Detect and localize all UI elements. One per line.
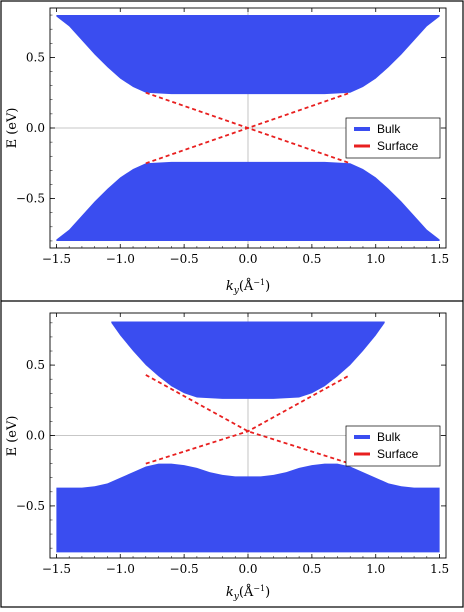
x-tick-label: 0.5 [302, 252, 321, 266]
y-tick-label: −0.5 [16, 192, 45, 206]
surface-state-line-2 [145, 374, 351, 465]
x-tick-label: 0.0 [238, 562, 257, 576]
legend-bottom: Bulk Surface [345, 425, 441, 467]
y-tick-label: 0.5 [26, 358, 45, 372]
bulk-lower-band [56, 161, 440, 241]
y-tick-label: 0.0 [26, 121, 45, 135]
x-tick-label: −1.5 [42, 252, 71, 266]
x-tick-label: 1.0 [366, 562, 385, 576]
bulk-upper-band [111, 321, 385, 399]
x-tick-label: 0.5 [302, 562, 321, 576]
bulk-upper-band [56, 15, 440, 95]
x-tick-label: 1.5 [430, 562, 449, 576]
x-tick-label: 0.0 [238, 252, 257, 266]
bulk-lower-band [56, 463, 440, 553]
surface-state-line-1 [145, 374, 351, 465]
legend-top: Bulk Surface [345, 117, 441, 159]
legend-label-surface-top: Surface [377, 139, 419, 153]
y-tick-label: −0.5 [16, 499, 45, 513]
surface-state-line-2 [145, 91, 351, 165]
legend-box-bottom [345, 425, 441, 467]
legend-label-bulk-top: Bulk [377, 122, 401, 136]
x-tick-label: −1.0 [106, 562, 135, 576]
x-tick-label: −0.5 [170, 252, 199, 266]
x-tick-label: −0.5 [170, 562, 199, 576]
bottom-panel: −1.5 −1.0 −0.5 0.0 0.5 1.0 1.5 0.5 0.0 −0.5 E (eV… [5, 312, 449, 602]
legend-box-top [345, 117, 441, 159]
x-axis-label-bottom: ky(Å−1) [226, 584, 270, 602]
x-tick-label: −1.0 [106, 252, 135, 266]
x-tick-label: 1.5 [430, 252, 449, 266]
x-tick-label: −1.5 [42, 562, 71, 576]
x-tick-label: 1.0 [366, 252, 385, 266]
y-axis-label-top: E (eV) [5, 108, 20, 149]
top-panel: −1.5 −1.0 −0.5 0.0 0.5 1.0 1.5 0.5 0.0 −0.5 E (eV… [5, 7, 449, 296]
y-axis-label-bottom: E (eV) [5, 416, 20, 457]
x-axis-label-top: ky(Å−1) [226, 278, 270, 296]
legend-label-surface-bottom: Surface [377, 447, 419, 461]
y-tick-label: 0.5 [26, 50, 45, 64]
y-tick-label: 0.0 [26, 429, 45, 443]
legend-label-bulk-bottom: Bulk [377, 430, 401, 444]
